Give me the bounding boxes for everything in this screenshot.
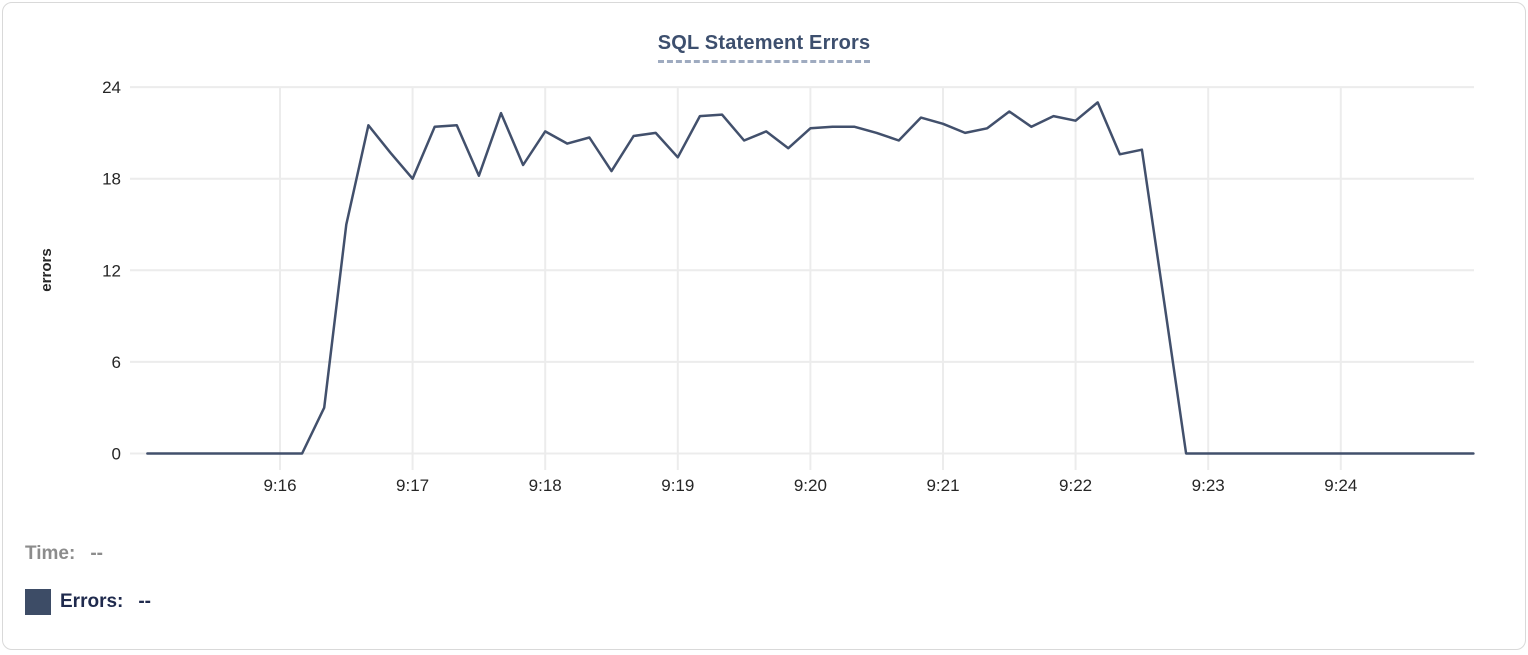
errors-value: -- <box>138 591 151 613</box>
x-tick-label: 9:20 <box>794 476 827 495</box>
x-tick-label: 9:18 <box>529 476 562 495</box>
hover-readout-time: Time: -- <box>25 543 103 565</box>
x-tick-label: 9:21 <box>926 476 959 495</box>
hover-readout-errors: Errors: -- <box>25 589 151 615</box>
x-tick-label: 9:19 <box>661 476 694 495</box>
time-label: Time: <box>25 543 75 565</box>
x-tick-label: 9:23 <box>1192 476 1225 495</box>
y-tick-label: 6 <box>112 353 121 372</box>
chart-title[interactable]: SQL Statement Errors <box>658 32 871 63</box>
x-tick-label: 9:24 <box>1324 476 1357 495</box>
y-tick-label: 0 <box>112 445 121 464</box>
y-tick-label: 18 <box>102 170 121 189</box>
x-tick-label: 9:17 <box>396 476 429 495</box>
y-tick-label: 12 <box>102 261 121 280</box>
errors-series-swatch <box>25 589 51 615</box>
time-value: -- <box>90 543 103 565</box>
y-axis-label: errors <box>38 248 55 291</box>
x-tick-label: 9:16 <box>263 476 296 495</box>
y-tick-label: 24 <box>102 78 121 97</box>
x-tick-label: 9:22 <box>1059 476 1092 495</box>
chart-header: SQL Statement Errors <box>3 32 1525 63</box>
sql-statement-errors-chart[interactable]: 0 6 12 18 24 9:16 9:17 9:18 9:19 9:20 9:21 9:22 9:23… <box>3 3 1528 655</box>
errors-label: Errors: <box>60 591 123 613</box>
